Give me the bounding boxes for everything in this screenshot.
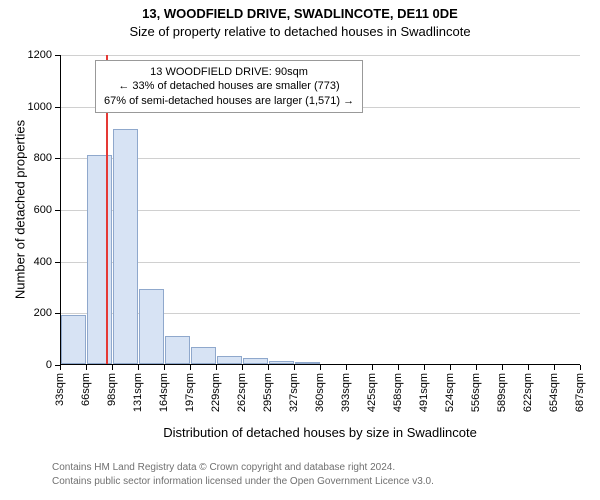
- xtick-label: 262sqm: [236, 373, 248, 412]
- xtick-label: 393sqm: [340, 373, 352, 412]
- xtick-mark: [476, 365, 477, 370]
- xtick-mark: [346, 365, 347, 370]
- ytick-mark: [55, 158, 60, 159]
- xtick-label: 622sqm: [522, 373, 534, 412]
- xtick-label: 589sqm: [496, 373, 508, 412]
- xtick-mark: [60, 365, 61, 370]
- ytick-label: 600: [0, 204, 52, 216]
- histogram-bar: [295, 362, 320, 364]
- xtick-label: 425sqm: [366, 373, 378, 412]
- ytick-label: 200: [0, 307, 52, 319]
- histogram-bar: [87, 155, 112, 364]
- xtick-label: 458sqm: [392, 373, 404, 412]
- xtick-mark: [528, 365, 529, 370]
- ytick-label: 1000: [0, 101, 52, 113]
- xtick-label: 491sqm: [418, 373, 430, 412]
- xtick-mark: [580, 365, 581, 370]
- xtick-mark: [138, 365, 139, 370]
- gridline: [61, 55, 580, 56]
- xtick-mark: [424, 365, 425, 370]
- xtick-mark: [398, 365, 399, 370]
- xtick-label: 229sqm: [210, 373, 222, 412]
- property-annotation: 13 WOODFIELD DRIVE: 90sqm ← 33% of detac…: [95, 60, 363, 113]
- annotation-line-3: 67% of semi-detached houses are larger (…: [104, 94, 354, 108]
- xtick-label: 360sqm: [314, 373, 326, 412]
- histogram-bar: [191, 347, 216, 364]
- ytick-mark: [55, 55, 60, 56]
- ytick-label: 1200: [0, 49, 52, 61]
- xtick-mark: [216, 365, 217, 370]
- xtick-mark: [268, 365, 269, 370]
- xtick-mark: [242, 365, 243, 370]
- xtick-mark: [86, 365, 87, 370]
- ytick-label: 800: [0, 152, 52, 164]
- gridline: [61, 210, 580, 211]
- histogram-bar: [61, 315, 86, 364]
- xtick-mark: [502, 365, 503, 370]
- footer-line-1: Contains HM Land Registry data © Crown c…: [52, 462, 395, 473]
- xtick-label: 687sqm: [574, 373, 586, 412]
- chart-title: 13, WOODFIELD DRIVE, SWADLINCOTE, DE11 0…: [0, 6, 600, 21]
- xtick-label: 654sqm: [548, 373, 560, 412]
- ytick-mark: [55, 313, 60, 314]
- histogram-bar: [243, 358, 268, 364]
- ytick-mark: [55, 262, 60, 263]
- xtick-label: 327sqm: [288, 373, 300, 412]
- xtick-mark: [112, 365, 113, 370]
- xtick-label: 295sqm: [262, 373, 274, 412]
- chart-subtitle: Size of property relative to detached ho…: [0, 24, 600, 39]
- xtick-label: 131sqm: [132, 373, 144, 412]
- annotation-line-1: 13 WOODFIELD DRIVE: 90sqm: [104, 65, 354, 79]
- gridline: [61, 158, 580, 159]
- ytick-label: 400: [0, 256, 52, 268]
- ytick-mark: [55, 210, 60, 211]
- xtick-label: 98sqm: [106, 373, 118, 406]
- property-size-chart: 13, WOODFIELD DRIVE, SWADLINCOTE, DE11 0…: [0, 0, 600, 500]
- xtick-mark: [554, 365, 555, 370]
- xtick-mark: [294, 365, 295, 370]
- histogram-bar: [165, 336, 190, 364]
- xtick-label: 66sqm: [80, 373, 92, 406]
- xtick-mark: [164, 365, 165, 370]
- xtick-label: 524sqm: [444, 373, 456, 412]
- xtick-label: 33sqm: [54, 373, 66, 406]
- annotation-line-2: ← 33% of detached houses are smaller (77…: [104, 79, 354, 93]
- xtick-mark: [372, 365, 373, 370]
- x-axis-label: Distribution of detached houses by size …: [60, 425, 580, 440]
- histogram-bar: [217, 356, 242, 364]
- footer-line-2: Contains public sector information licen…: [52, 476, 434, 487]
- xtick-mark: [450, 365, 451, 370]
- gridline: [61, 262, 580, 263]
- xtick-label: 556sqm: [470, 373, 482, 412]
- histogram-bar: [139, 289, 164, 364]
- xtick-mark: [320, 365, 321, 370]
- ytick-mark: [55, 107, 60, 108]
- xtick-mark: [190, 365, 191, 370]
- xtick-label: 197sqm: [184, 373, 196, 412]
- xtick-label: 164sqm: [158, 373, 170, 412]
- ytick-label: 0: [0, 359, 52, 371]
- histogram-bar: [113, 129, 138, 364]
- histogram-bar: [269, 361, 294, 364]
